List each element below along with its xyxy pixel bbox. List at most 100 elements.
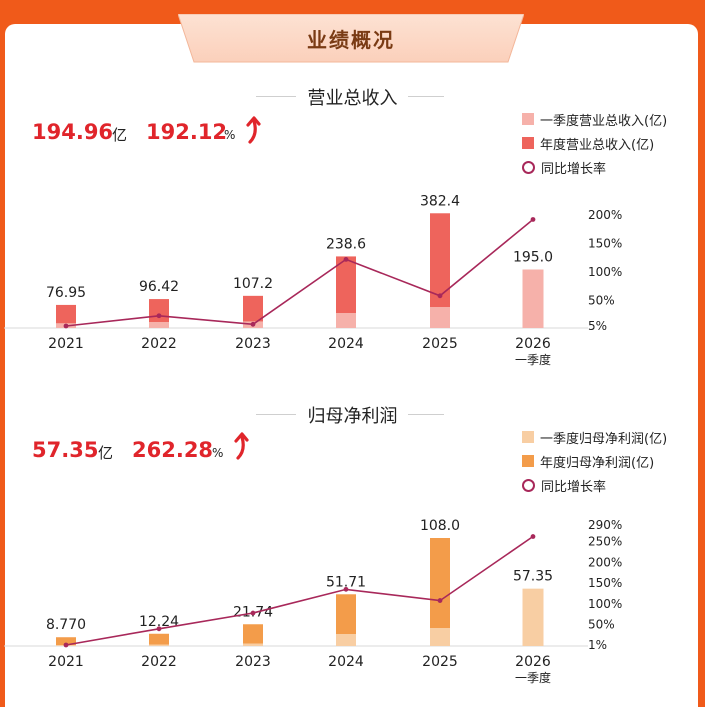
- revenue-growth-unit: %: [224, 128, 236, 142]
- revenue-chart: 76.95 2021 96.42 2022 107.2 2023 238.6 2024 382.…: [4, 193, 622, 367]
- bar-q1: [430, 307, 450, 328]
- bar-value-label: 12.24: [139, 614, 179, 630]
- x-tick-label: 2022: [141, 654, 177, 670]
- growth-point: [343, 257, 349, 262]
- growth-line: [65, 218, 534, 327]
- legend-label: 同比增长率: [541, 161, 607, 177]
- header-tab: 业绩概况: [178, 14, 524, 64]
- bar-q1: [522, 269, 544, 328]
- x-tick-label: 2025: [422, 336, 458, 352]
- growth-point: [437, 598, 443, 603]
- bar-q1: [243, 643, 263, 646]
- legend-profit-annual: 年度归母净利润(亿): [522, 452, 655, 471]
- x-tick-label: 2021: [48, 336, 84, 352]
- profit-value: 57.35: [32, 438, 99, 462]
- bar-value-label: 57.35: [513, 569, 553, 585]
- growth-point: [250, 610, 256, 616]
- profit-growth-unit: %: [212, 446, 224, 460]
- up-arrow-icon: [234, 432, 249, 460]
- legend-swatch: [522, 455, 534, 467]
- bar-annual: [149, 633, 169, 646]
- x-tick-label: 2026: [515, 654, 551, 670]
- bar-value-label: 96.42: [139, 279, 179, 295]
- y-right-tick-label: 200%: [588, 208, 622, 222]
- bar-q1: [149, 644, 169, 646]
- growth-point: [530, 217, 536, 222]
- profit-growth: 262.28: [132, 438, 214, 462]
- growth-point: [63, 323, 69, 329]
- legend-label: 年度归母净利润(亿): [540, 455, 655, 471]
- bar-annual: [56, 304, 76, 328]
- header-tab-shape: [178, 14, 524, 63]
- y-right-tick-label: 1%: [588, 638, 607, 652]
- x-tick-label: 2021: [48, 654, 84, 670]
- legend-profit-q1: 一季度归母净利润(亿): [522, 428, 668, 447]
- bar-value-label: 195.0: [513, 250, 553, 266]
- growth-point: [156, 626, 162, 632]
- profit-chart: 8.770202112.24202221.74202351.712024108.…: [4, 518, 622, 685]
- legend-swatch: [522, 113, 534, 125]
- x-tick-sublabel: 一季度: [515, 352, 551, 367]
- bar-value-label: 107.2: [233, 276, 273, 292]
- title-rule-left: [256, 96, 296, 97]
- bar-value-label: 51.71: [326, 574, 366, 590]
- bar-annual: [243, 624, 263, 646]
- y-right-tick-label: 100%: [588, 265, 622, 279]
- revenue-unit: 亿: [112, 126, 128, 144]
- x-tick-label: 2023: [235, 336, 271, 352]
- x-tick-label: 2022: [141, 336, 177, 352]
- bar-value-label: 76.95: [46, 285, 86, 301]
- growth-point: [437, 293, 443, 299]
- bar-annual: [430, 213, 450, 328]
- header-title: 业绩概况: [307, 28, 395, 52]
- bar-value-label: 108.0: [420, 518, 460, 534]
- x-tick-label: 2025: [422, 654, 458, 670]
- x-tick-label: 2024: [328, 336, 364, 352]
- x-tick-label: 2024: [328, 654, 364, 670]
- legend-label: 年度营业总收入(亿): [540, 137, 655, 153]
- bar-q1: [336, 634, 356, 646]
- bar-value-label: 8.770: [46, 617, 86, 633]
- y-right-tick-label: 100%: [588, 597, 622, 611]
- y-right-tick-label: 150%: [588, 236, 622, 250]
- legend-revenue-q1: 一季度营业总收入(亿): [522, 110, 668, 129]
- y-right-tick-label: 50%: [588, 293, 615, 307]
- bar-q1: [149, 322, 169, 328]
- growth-point: [530, 534, 536, 539]
- revenue-value: 194.96: [32, 120, 114, 144]
- revenue-title: 营业总收入: [307, 88, 398, 109]
- legend-profit-growth: 同比增长率: [522, 476, 607, 495]
- x-tick-label: 2023: [235, 654, 271, 670]
- up-arrow-icon: [246, 116, 261, 144]
- y-right-tick-label: 290%: [588, 518, 622, 532]
- growth-point: [343, 586, 349, 592]
- bar-q1: [430, 628, 450, 646]
- legend-swatch: [522, 431, 534, 443]
- y-right-tick-label: 150%: [588, 576, 622, 590]
- y-right-tick-label: 5%: [588, 319, 607, 333]
- bar-value-label: 238.6: [326, 236, 366, 252]
- revenue-growth: 192.12: [146, 120, 228, 144]
- x-tick-label: 2026: [515, 336, 551, 352]
- overview-card: [5, 24, 698, 707]
- y-right-tick-label: 50%: [588, 618, 615, 632]
- growth-line: [65, 535, 534, 646]
- profit-title: 归母净利润: [307, 406, 398, 427]
- title-rule-left: [256, 414, 296, 415]
- y-right-tick-label: 250%: [588, 535, 622, 549]
- legend-swatch: [522, 137, 534, 149]
- legend-label: 一季度归母净利润(亿): [540, 431, 668, 447]
- growth-point: [250, 321, 256, 327]
- legend-label: 一季度营业总收入(亿): [540, 113, 668, 129]
- growth-point: [63, 642, 69, 648]
- bar-q1: [522, 588, 544, 646]
- title-rule-right: [408, 96, 444, 97]
- legend-ring: [522, 160, 535, 174]
- legend-ring: [522, 478, 535, 492]
- title-rule-right: [408, 414, 444, 415]
- growth-point: [156, 313, 162, 319]
- x-tick-sublabel: 一季度: [515, 670, 551, 685]
- legend-label: 同比增长率: [541, 479, 607, 495]
- bar-annual: [430, 538, 450, 646]
- bar-value-label: 382.4: [420, 193, 460, 209]
